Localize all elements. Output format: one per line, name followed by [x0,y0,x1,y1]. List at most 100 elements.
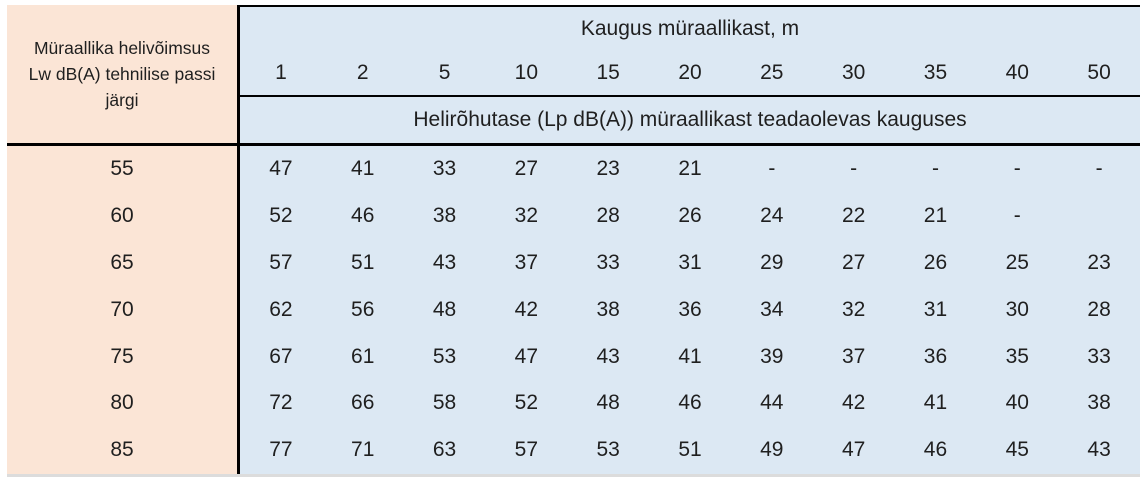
lp-value-cell: 38 [567,286,650,334]
lp-value-cell: 52 [485,379,568,427]
lp-value-cell: 48 [403,286,486,334]
lp-value-cell: 34 [730,286,813,334]
lp-value-cell: - [812,146,895,193]
distance-col-header: 25 [730,50,813,95]
lp-value-cell: 29 [730,239,813,287]
lp-value-cell: 47 [812,426,895,474]
lp-value-cell: 66 [321,379,404,427]
lw-row-header: 65 [7,239,240,287]
lp-value-cell: 46 [321,192,404,240]
lp-value-cell: - [894,146,977,193]
lp-value-cell: 61 [321,333,404,380]
lp-value-cell: 43 [1058,426,1140,474]
lp-value-cell: 37 [812,333,895,380]
lp-value-cell: 42 [485,286,568,334]
lp-value-cell: 47 [240,146,322,193]
pressure-subheader: Helirõhutase (Lp dB(A)) müraallikast tea… [240,95,1140,146]
lp-value-cell: 51 [649,426,731,474]
lp-value-cell: 39 [730,333,813,380]
lp-value-cell: 24 [730,192,813,240]
lp-value-cell: - [976,146,1059,193]
lp-value-cell: 52 [240,192,322,240]
distance-header: Kaugus müraallikast, m [240,5,1140,50]
lp-value-cell: 36 [894,333,977,380]
lp-value-cell: - [1058,146,1140,193]
lp-value-cell: 42 [812,379,895,427]
lp-value-cell: 27 [812,239,895,287]
lp-value-cell: 35 [976,333,1059,380]
lp-value-cell: 41 [649,333,731,380]
lp-value-cell: 28 [567,192,650,240]
lp-value-cell: 43 [567,333,650,380]
lp-value-cell: 22 [812,192,895,240]
lp-value-cell: 31 [894,286,977,334]
lp-value-cell: 41 [894,379,977,427]
lp-value-cell: 53 [403,333,486,380]
lp-value-cell: 63 [403,426,486,474]
lp-value-cell: 38 [403,192,486,240]
distance-col-header: 15 [567,50,650,95]
lp-value-cell: 33 [1058,333,1140,380]
lp-value-cell: 41 [321,146,404,193]
lp-value-cell: 56 [321,286,404,334]
distance-col-header: 20 [649,50,731,95]
lp-value-cell: 23 [567,146,650,193]
lp-value-cell: 40 [976,379,1059,427]
lp-value-cell: 51 [321,239,404,287]
lw-row-header: 75 [7,333,240,380]
lp-value-cell: 37 [485,239,568,287]
distance-col-header: 5 [403,50,486,95]
lp-value-cell: 32 [812,286,895,334]
lp-value-cell: 33 [403,146,486,193]
lp-value-cell: 28 [1058,286,1140,334]
lp-value-cell: 48 [567,379,650,427]
lp-value-cell: 27 [485,146,568,193]
distance-col-header: 2 [321,50,404,95]
lw-row-header: 55 [7,146,240,193]
distance-col-header: 50 [1058,50,1140,95]
row-header-line-1: Müraallika helivõimsus [33,37,211,58]
lp-value-cell: - [976,192,1059,240]
lp-value-cell: 46 [894,426,977,474]
row-header-title: Müraallika helivõimsus Lw dB(A) tehnilis… [7,5,240,146]
lp-value-cell: 57 [485,426,568,474]
lp-value-cell: - [730,146,813,193]
lp-value-cell: 43 [403,239,486,287]
lp-value-cell: 49 [730,426,813,474]
lp-value-cell: 53 [567,426,650,474]
lp-value-cell: 26 [894,239,977,287]
lp-value-cell: 45 [976,426,1059,474]
lp-value-cell: 21 [894,192,977,240]
lp-value-cell: 30 [976,286,1059,334]
lp-value-cell: 67 [240,333,322,380]
lw-row-header: 85 [7,426,240,474]
lp-value-cell: 44 [730,379,813,427]
row-header-line-3: järgi [105,90,139,111]
noise-table: Müraallika helivõimsus Lw dB(A) tehnilis… [7,5,1140,477]
lp-value-cell: 72 [240,379,322,427]
lp-value-cell: 57 [240,239,322,287]
lp-value-cell: 31 [649,239,731,287]
lp-value-cell: 26 [649,192,731,240]
lp-value-cell: 38 [1058,379,1140,427]
lp-value-cell: 47 [485,333,568,380]
distance-col-header: 10 [485,50,568,95]
lp-value-cell: 36 [649,286,731,334]
distance-col-header: 1 [240,50,322,95]
lp-value-cell: 71 [321,426,404,474]
lp-value-cell: 62 [240,286,322,334]
lp-value-cell: 21 [649,146,731,193]
lp-value-cell: 46 [649,379,731,427]
distance-col-header: 30 [812,50,895,95]
lp-value-cell: 77 [240,426,322,474]
lp-value-cell: 33 [567,239,650,287]
lp-value-cell: 58 [403,379,486,427]
row-header-line-2: Lw dB(A) tehnilise passi [28,63,216,84]
lw-row-header: 80 [7,379,240,427]
lw-row-header: 70 [7,286,240,334]
lp-value-cell: 32 [485,192,568,240]
lp-value-cell [1058,192,1140,240]
lw-row-header: 60 [7,192,240,240]
distance-col-header: 35 [894,50,977,95]
